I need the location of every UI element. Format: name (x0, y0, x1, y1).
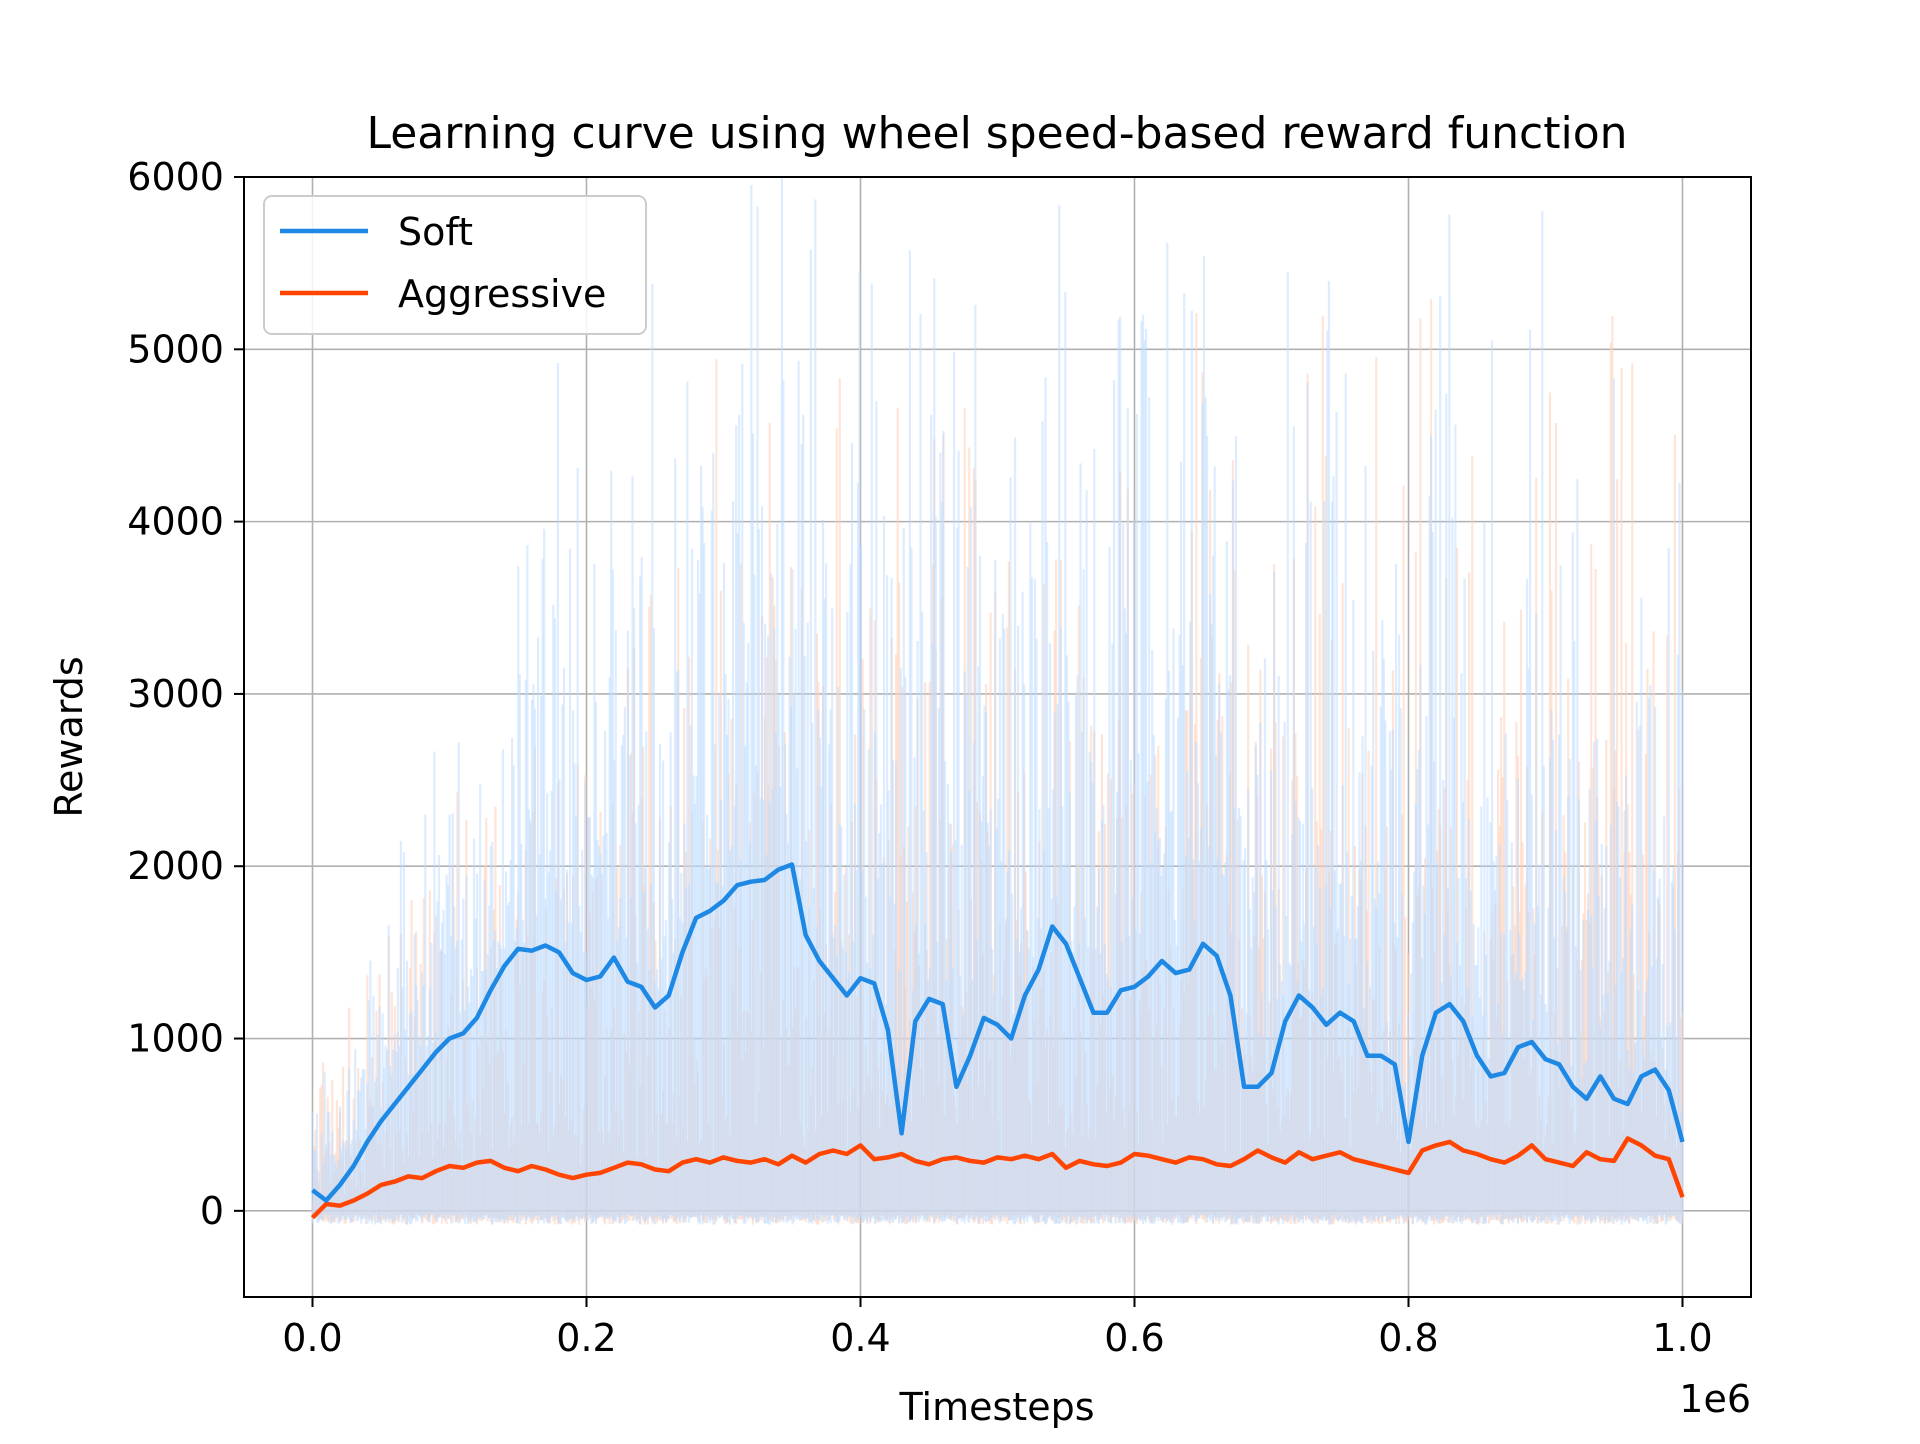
series-line-soft (311, 862, 1685, 1203)
plot-frame (243, 176, 1752, 1298)
x-axis-label: Timesteps (899, 1385, 1095, 1429)
x-offset-label: 1e6 (1679, 1377, 1751, 1421)
y-tick-label: 2000 (127, 844, 224, 888)
y-tick-label: 6000 (127, 155, 224, 199)
chart-title: Learning curve using wheel speed-based r… (366, 108, 1627, 159)
axis-ticks: 0.0 0.2 0.4 0.6 0.8 1.0 0 1000 2000 3000 4000 5000 6… (127, 155, 1712, 1360)
x-tick-label: 0.2 (556, 1316, 616, 1360)
x-tick-label: 0.8 (1378, 1316, 1438, 1360)
y-tick-label: 4000 (127, 500, 224, 544)
legend: Soft Aggressive (263, 195, 647, 335)
x-tick-label: 0.6 (1104, 1316, 1164, 1360)
legend-label-soft: Soft (398, 210, 473, 254)
y-tick-label: 1000 (127, 1017, 224, 1061)
y-tick-label: 3000 (127, 672, 224, 716)
raw-episode-rewards (311, 177, 1684, 1225)
series-lines (310, 862, 1685, 1220)
y-tick-label: 0 (200, 1189, 224, 1233)
legend-label-aggressive: Aggressive (398, 272, 606, 316)
x-tick-label: 1.0 (1652, 1316, 1712, 1360)
series-line-aggressive (310, 1136, 1685, 1220)
x-tick-label: 0.4 (830, 1316, 890, 1360)
y-tick-label: 5000 (127, 327, 224, 371)
y-axis-label: Rewards (47, 656, 91, 817)
x-tick-label: 0.0 (282, 1316, 342, 1360)
